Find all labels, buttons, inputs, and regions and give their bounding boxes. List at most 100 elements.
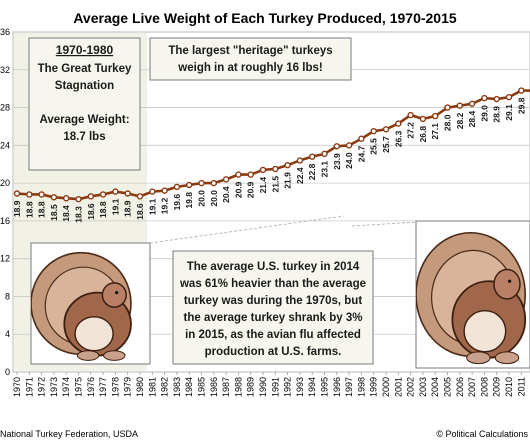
data-point bbox=[38, 191, 45, 198]
data-point bbox=[198, 179, 205, 187]
data-label: 18.8 bbox=[37, 201, 47, 218]
data-label: 28.4 bbox=[467, 111, 477, 128]
x-tick-label: 1997 bbox=[344, 377, 354, 397]
data-point bbox=[493, 95, 500, 103]
x-tick-label: 1980 bbox=[135, 377, 145, 397]
source-right: © Political Calculations bbox=[436, 429, 528, 439]
data-point bbox=[124, 190, 131, 197]
x-tick-label: 1972 bbox=[37, 377, 47, 397]
data-label: 18.6 bbox=[135, 203, 145, 220]
data-label: 29.0 bbox=[479, 105, 489, 122]
y-tick-label: 24 bbox=[0, 140, 10, 150]
data-point bbox=[284, 161, 291, 169]
x-tick-label: 2009 bbox=[492, 377, 502, 397]
data-label: 18.4 bbox=[61, 205, 71, 222]
data-label: 29.8 bbox=[516, 97, 526, 114]
y-tick-label: 28 bbox=[0, 103, 10, 113]
x-tick-label: 1979 bbox=[123, 377, 133, 397]
data-label: 27.1 bbox=[430, 123, 440, 140]
x-tick-label: 2003 bbox=[418, 377, 428, 397]
data-label: 19.1 bbox=[147, 198, 157, 215]
x-tick-label: 2011 bbox=[516, 377, 526, 396]
data-label: 18.6 bbox=[86, 203, 96, 220]
y-tick-label: 16 bbox=[0, 216, 10, 226]
x-tick-label: 1986 bbox=[209, 377, 219, 397]
data-point bbox=[382, 126, 390, 133]
data-label: 25.7 bbox=[381, 136, 391, 153]
data-point bbox=[99, 191, 107, 198]
stagnation-heading: 1970-1980 bbox=[56, 43, 114, 57]
chart-title: Average Live Weight of Each Turkey Produ… bbox=[73, 10, 457, 26]
data-label: 20.4 bbox=[221, 186, 231, 203]
data-label: 28.9 bbox=[492, 106, 502, 123]
data-label: 21.4 bbox=[258, 177, 268, 194]
data-label: 26.3 bbox=[393, 130, 403, 147]
data-point bbox=[321, 150, 328, 158]
y-tick-label: 0 bbox=[5, 367, 10, 377]
heritage-text: weigh in at roughly 16 lbs! bbox=[177, 62, 322, 74]
data-label: 18.3 bbox=[74, 206, 84, 223]
data-label: 23.1 bbox=[320, 161, 330, 178]
data-label: 29.1 bbox=[504, 104, 514, 121]
data-point bbox=[296, 157, 304, 164]
data-point bbox=[444, 104, 451, 111]
turkey-illustration-small bbox=[30, 242, 151, 365]
data-point bbox=[272, 165, 279, 173]
data-point bbox=[259, 166, 267, 174]
data-label: 24.7 bbox=[356, 145, 366, 162]
data-point bbox=[419, 115, 427, 123]
data-point bbox=[222, 176, 230, 183]
x-tick-label: 2008 bbox=[479, 377, 489, 397]
x-tick-label: 1987 bbox=[221, 377, 231, 397]
x-tick-label: 2007 bbox=[467, 377, 477, 397]
x-tick-label: 1971 bbox=[24, 377, 34, 397]
x-tick-label: 1995 bbox=[320, 377, 330, 397]
data-point bbox=[247, 171, 254, 178]
x-tick-label: 1973 bbox=[49, 377, 59, 397]
x-tick-label: 2001 bbox=[393, 377, 403, 397]
data-label: 26.8 bbox=[418, 126, 428, 143]
data-label: 24.0 bbox=[344, 152, 354, 169]
data-label: 21.9 bbox=[283, 172, 293, 189]
heritage-text: The largest "heritage" turkeys bbox=[168, 45, 332, 57]
y-tick-label: 12 bbox=[0, 254, 10, 264]
data-label: 18.9 bbox=[12, 200, 22, 217]
data-point bbox=[112, 188, 119, 195]
stagnation-text: The Great Turkey bbox=[38, 63, 132, 75]
data-point bbox=[456, 102, 463, 109]
data-point bbox=[395, 120, 402, 127]
stagnation-text: Average Weight: bbox=[39, 114, 129, 126]
data-point bbox=[358, 135, 365, 142]
data-label: 20.0 bbox=[197, 190, 207, 207]
connector-line bbox=[149, 215, 345, 244]
stagnation-text: 18.7 lbs bbox=[63, 131, 105, 143]
y-tick-label: 32 bbox=[0, 65, 10, 75]
data-label: 28.2 bbox=[455, 112, 465, 129]
data-point bbox=[309, 153, 316, 160]
data-label: 22.4 bbox=[295, 167, 305, 184]
data-point bbox=[149, 188, 156, 195]
data-label: 20.0 bbox=[209, 190, 219, 207]
data-label: 22.8 bbox=[307, 163, 317, 180]
data-label: 19.1 bbox=[110, 198, 120, 215]
data-label: 28.0 bbox=[443, 114, 453, 131]
data-point bbox=[333, 143, 340, 150]
stagnation-box bbox=[28, 37, 141, 171]
data-point bbox=[13, 190, 21, 197]
x-tick-label: 2002 bbox=[406, 377, 416, 397]
x-tick-label: 1982 bbox=[160, 377, 170, 397]
x-tick-label: 1974 bbox=[61, 377, 71, 397]
connector-line bbox=[351, 221, 419, 227]
x-tick-label: 1975 bbox=[74, 377, 84, 397]
data-point bbox=[87, 193, 95, 200]
data-label: 18.9 bbox=[123, 200, 133, 217]
data-label: 18.5 bbox=[49, 204, 59, 221]
summary-text: turkey was during the 1970s, but bbox=[184, 295, 362, 307]
x-tick-label: 2010 bbox=[504, 377, 514, 397]
y-tick-label: 8 bbox=[5, 291, 10, 301]
data-point bbox=[173, 183, 181, 191]
x-tick-label: 2004 bbox=[430, 377, 440, 397]
data-point bbox=[26, 191, 33, 198]
